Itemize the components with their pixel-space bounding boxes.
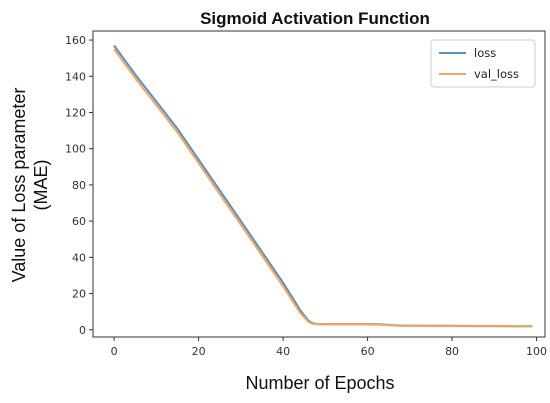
y-axis-label-line-2: (MAE) xyxy=(31,160,51,211)
y-tick-label: 120 xyxy=(65,106,86,119)
y-tick-label: 60 xyxy=(72,215,86,228)
y-tick-label: 160 xyxy=(65,34,86,47)
x-tick-label: 20 xyxy=(192,345,206,358)
legend-label-loss: loss xyxy=(474,46,496,60)
x-axis-label: Number of Epochs xyxy=(245,373,394,393)
series-line-loss xyxy=(113,44,533,328)
series-line-val-loss xyxy=(113,48,533,328)
y-tick-label: 0 xyxy=(79,324,86,337)
series-lines xyxy=(113,44,533,328)
legend-label-val-loss: val_loss xyxy=(474,67,519,81)
x-tick-label: 100 xyxy=(526,345,547,358)
x-tick-label: 80 xyxy=(445,345,459,358)
legend: loss val_loss xyxy=(430,39,536,88)
y-tick-label: 80 xyxy=(72,179,86,192)
y-tick-label: 140 xyxy=(65,70,86,83)
y-axis-label-line-1: Value of Loss parameter xyxy=(9,88,29,283)
y-tick-label: 20 xyxy=(72,288,86,301)
x-tick-label: 0 xyxy=(111,345,118,358)
y-tick-label: 40 xyxy=(72,251,86,264)
axis-ticks: 0 20 40 60 80 100 0 20 40 60 80 100 120 140 160 xyxy=(65,34,547,358)
y-tick-label: 100 xyxy=(65,143,86,156)
x-tick-label: 40 xyxy=(276,345,290,358)
x-tick-label: 60 xyxy=(361,345,375,358)
legend-box xyxy=(430,39,536,88)
plot-frame xyxy=(92,30,546,338)
chart-title: Sigmoid Activation Function xyxy=(200,9,430,28)
